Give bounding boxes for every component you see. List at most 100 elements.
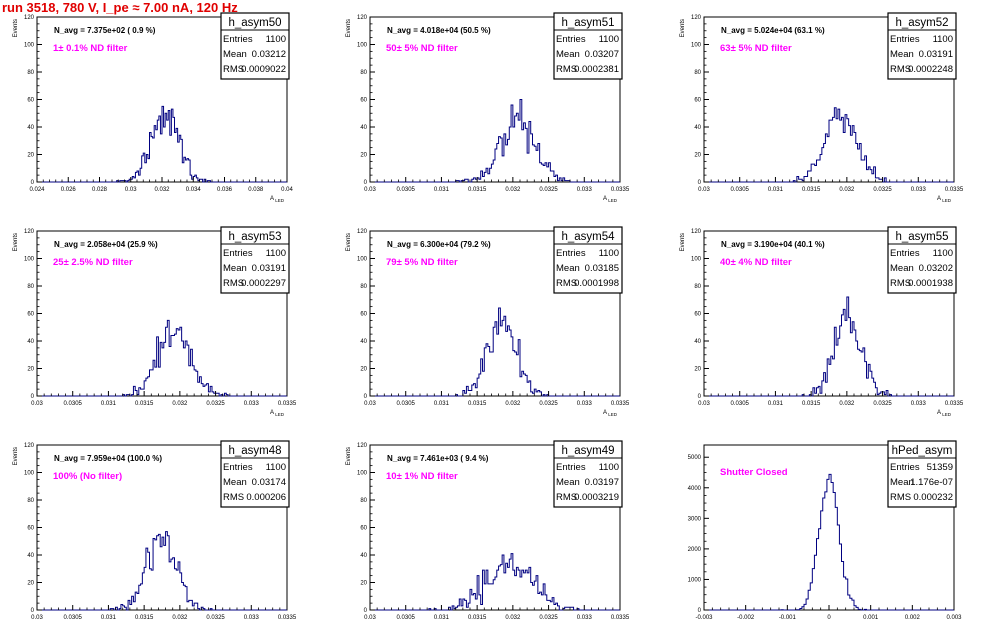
y-tick-label: 0 (698, 394, 702, 400)
x-tick-label: 0.032 (505, 615, 521, 621)
panel-h_asym53: 0.03 0.0305 0.031 0.0315 0.032 0.0325 0.033 0.0… (13, 226, 297, 417)
n-avg-label: N_avg = 2.058e+04 (25.9 %) (54, 240, 158, 249)
y-tick-label: 0 (31, 608, 35, 614)
x-tick-label: 0.0325 (873, 401, 892, 407)
histogram-line (370, 99, 620, 183)
y-tick-label: 40 (694, 339, 701, 345)
x-tick-label: 0.031 (768, 187, 784, 193)
x-tick-label: -0.003 (695, 615, 713, 621)
x-tick-label: 0.033 (244, 615, 260, 621)
histogram-line (704, 107, 954, 183)
x-tick-label: 0.0315 (468, 401, 487, 407)
stats-key: Entries (890, 462, 920, 473)
stats-key: Entries (223, 462, 253, 473)
y-tick-label: 80 (27, 284, 34, 290)
stats-value: 0.0002248 (908, 64, 953, 75)
stats-value: 0.03191 (252, 263, 286, 274)
stats-key: Entries (890, 34, 920, 45)
y-tick-label: 40 (360, 553, 367, 559)
y-tick-label: 0 (31, 180, 35, 186)
y-tick-label: 40 (27, 125, 34, 131)
n-avg-label: N_avg = 3.190e+04 (40.1 %) (721, 240, 825, 249)
y-tick-label: 1000 (688, 577, 702, 583)
x-tick-label: 0.0315 (468, 187, 487, 193)
stats-value: 0.0003219 (574, 492, 619, 503)
x-axis-label: A LED (603, 410, 618, 417)
x-tick-label: 0.031 (101, 401, 117, 407)
y-tick-label: 2000 (688, 547, 702, 553)
x-tick-label: 0.0325 (873, 187, 892, 193)
n-avg-label: N_avg = 5.024e+04 (63.1 %) (721, 26, 825, 35)
x-tick-label: 0.028 (92, 187, 108, 193)
stats-value: 0.03202 (919, 263, 953, 274)
x-tick-label: 0.0325 (206, 615, 225, 621)
x-tick-label: 0.0315 (135, 401, 154, 407)
x-tick-label: 0.0305 (397, 187, 416, 193)
x-tick-label: -0.001 (779, 615, 797, 621)
stats-box (553, 12, 623, 80)
stats-key: Mean (890, 263, 914, 274)
y-tick-label: 0 (364, 180, 368, 186)
stats-key: Mean (556, 477, 580, 488)
stats-value: 51359 (927, 462, 953, 473)
x-tick-label: 0.031 (434, 187, 450, 193)
stats-key: Mean (556, 263, 580, 274)
y-tick-label: 100 (357, 471, 368, 477)
panel-h_asym49: 0.03 0.0305 0.031 0.0315 0.032 0.0325 0.033 0.0… (346, 440, 630, 621)
x-axis-label-subscript: LED (607, 198, 618, 203)
stats-value: 0.0002381 (574, 64, 619, 75)
x-tick-label: 0.024 (29, 187, 45, 193)
y-axis-label: Events (13, 233, 19, 251)
filter-label: 79± 5% ND filter (386, 257, 458, 268)
panel-h_asym51: 0.03 0.0305 0.031 0.0315 0.032 0.0325 0.033 0.0… (346, 12, 630, 203)
filter-label: Shutter Closed (720, 467, 788, 478)
y-tick-label: 100 (357, 257, 368, 263)
stats-key: Mean (223, 477, 247, 488)
x-tick-label: 0.001 (863, 615, 879, 621)
x-tick-label: 0.038 (248, 187, 264, 193)
stats-key: RMS (890, 64, 911, 75)
n-avg-label: N_avg = 7.461e+03 ( 9.4 %) (387, 454, 489, 463)
n-avg-label: N_avg = 7.375e+02 ( 0.9 %) (54, 26, 156, 35)
stats-value: 1100 (599, 462, 619, 473)
x-tick-label: 0.031 (768, 401, 784, 407)
y-tick-label: 120 (357, 443, 368, 449)
filter-label: 63± 5% ND filter (720, 43, 792, 54)
y-tick-label: 60 (360, 526, 367, 532)
panel-h_asym54: 0.03 0.0305 0.031 0.0315 0.032 0.0325 0.033 0.0… (346, 226, 630, 417)
y-tick-label: 0 (31, 394, 35, 400)
x-tick-label: 0.032 (839, 401, 855, 407)
histogram-name: hPed_asym (892, 445, 953, 457)
y-axis-label: Events (680, 233, 686, 251)
x-tick-label: 0.0335 (611, 615, 630, 621)
x-tick-label: 0.0335 (611, 187, 630, 193)
x-axis-label: A LED (603, 196, 618, 203)
filter-label: 1± 0.1% ND filter (53, 43, 128, 54)
y-tick-label: 40 (694, 125, 701, 131)
filter-label: 10± 1% ND filter (386, 471, 458, 482)
x-tick-label: 0.033 (911, 401, 927, 407)
stats-key: RMS (890, 278, 911, 289)
stats-key: RMS (890, 492, 911, 503)
stats-value: 1.176e-07 (910, 477, 953, 488)
histogram-name: h_asym49 (561, 445, 614, 457)
y-tick-label: 120 (357, 229, 368, 235)
filter-label: 100% (No filter) (53, 471, 122, 482)
y-tick-label: 20 (694, 367, 701, 373)
histogram-line (37, 105, 287, 183)
stats-key: Entries (890, 248, 920, 259)
histogram-name: h_asym51 (561, 17, 614, 29)
stats-value: 0.0001938 (908, 278, 953, 289)
x-tick-label: 0.032 (505, 187, 521, 193)
histogram-line (704, 473, 954, 611)
stats-key: RMS (223, 492, 244, 503)
x-tick-label: 0.033 (577, 401, 593, 407)
x-tick-label: 0.034 (186, 187, 202, 193)
x-tick-label: 0.032 (505, 401, 521, 407)
x-tick-label: 0.03 (698, 401, 710, 407)
stats-value: 0.03191 (919, 49, 953, 60)
stats-value: 0.0009022 (241, 64, 286, 75)
y-tick-label: 20 (694, 153, 701, 159)
y-tick-label: 80 (694, 70, 701, 76)
x-tick-label: 0.032 (172, 615, 188, 621)
